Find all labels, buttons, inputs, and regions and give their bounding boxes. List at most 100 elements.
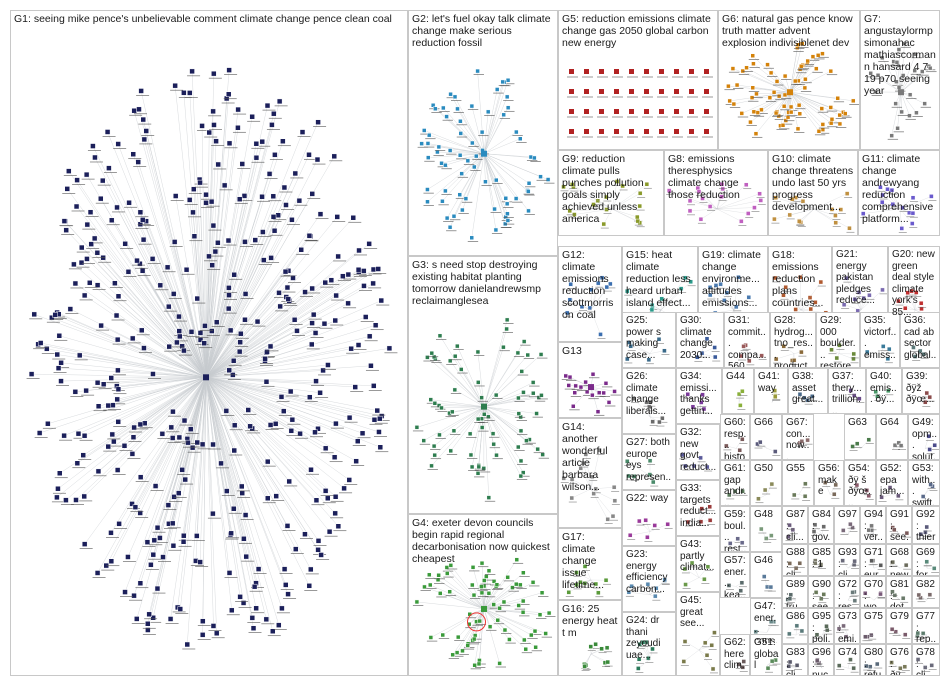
graph-node [819, 106, 825, 111]
graph-node [709, 643, 714, 648]
graph-node [81, 432, 88, 439]
graph-node [185, 439, 191, 446]
graph-node [626, 473, 631, 479]
cluster-graph [796, 437, 813, 449]
graph-node [803, 76, 808, 82]
graph-node [866, 493, 871, 498]
graph-node [333, 292, 339, 299]
graph-node [460, 648, 465, 654]
cluster-g60: G60: resp... histo... [720, 414, 750, 460]
graph-node [530, 380, 536, 385]
graph-node [896, 47, 902, 52]
graph-node [773, 110, 779, 116]
cluster-g5: G5: reduction emissions climate change g… [558, 10, 718, 150]
graph-node [713, 354, 718, 360]
graph-node [851, 356, 856, 362]
graph-node [505, 575, 510, 580]
graph-node [452, 387, 458, 393]
graph-node [918, 532, 924, 537]
graph-node [189, 444, 196, 451]
graph-node [645, 535, 650, 540]
graph-node [838, 207, 844, 212]
graph-node [819, 596, 824, 601]
graph-node [538, 352, 544, 357]
graph-node [443, 162, 448, 168]
cluster-label: G94: ver... [864, 509, 883, 543]
graph-node [170, 542, 177, 549]
graph-node [518, 458, 524, 464]
cluster-label: G45: great see... [680, 595, 705, 629]
graph-node [481, 466, 487, 471]
graph-node [608, 281, 613, 287]
cluster-graph [771, 191, 855, 233]
graph-node [479, 590, 485, 596]
graph-node [878, 185, 883, 190]
graph-node [486, 495, 492, 500]
graph-node [66, 168, 72, 174]
cluster-graph [914, 630, 929, 640]
graph-node [837, 663, 842, 668]
graph-node [612, 498, 618, 503]
graph-node [772, 388, 777, 393]
graph-node [100, 381, 107, 388]
graph-node [187, 90, 193, 96]
graph-node [514, 581, 519, 587]
graph-node [31, 311, 37, 318]
graph-node [814, 66, 819, 71]
cluster-graph [771, 388, 781, 403]
cluster-g35: G35: victorf... emiss... trans... [860, 312, 900, 368]
graph-node [728, 541, 733, 546]
graph-node [786, 534, 791, 539]
graph-node [87, 209, 94, 215]
graph-node [841, 528, 846, 533]
graph-node [259, 138, 266, 145]
cluster-g90: G90: see... [808, 576, 834, 608]
graph-node [523, 646, 528, 652]
graph-node [773, 275, 778, 281]
graph-node [522, 637, 527, 643]
graph-node [896, 493, 901, 499]
graph-node [239, 161, 246, 167]
graph-node [359, 430, 366, 437]
graph-node [736, 391, 742, 397]
graph-node [490, 431, 496, 436]
graph-node [582, 664, 587, 669]
graph-node [447, 358, 453, 364]
graph-node [584, 89, 589, 94]
graph-node [275, 212, 281, 218]
graph-node [681, 659, 687, 664]
graph-node [525, 352, 530, 358]
graph-node [129, 335, 136, 342]
graph-node [889, 187, 895, 193]
graph-node [375, 266, 381, 272]
graph-node [773, 449, 778, 454]
graph-node [866, 437, 872, 442]
graph-node [426, 132, 432, 138]
graph-node [532, 628, 538, 634]
graph-node [226, 292, 232, 298]
graph-node [762, 487, 768, 493]
cluster-g25: G25: power s making case... [622, 312, 676, 368]
graph-node [890, 202, 896, 207]
cluster-graph [822, 480, 841, 499]
graph-node [427, 572, 432, 578]
graph-node [141, 345, 147, 351]
graph-node [852, 598, 858, 603]
graph-node [700, 392, 705, 397]
graph-node [605, 517, 610, 522]
graph-node [880, 55, 885, 61]
graph-node [852, 297, 857, 302]
graph-node [869, 558, 874, 564]
graph-node [115, 386, 122, 392]
cluster-label: G46 [754, 555, 773, 566]
cluster-label: G30: climate change 2030... [680, 315, 713, 361]
graph-node [682, 566, 688, 572]
cluster-graph [761, 574, 776, 592]
cluster-graph [786, 561, 805, 573]
graph-node [653, 593, 658, 599]
graph-node [208, 198, 215, 205]
graph-node [227, 327, 234, 334]
graph-node [282, 268, 289, 275]
graph-node [448, 91, 453, 97]
graph-node [780, 123, 786, 128]
